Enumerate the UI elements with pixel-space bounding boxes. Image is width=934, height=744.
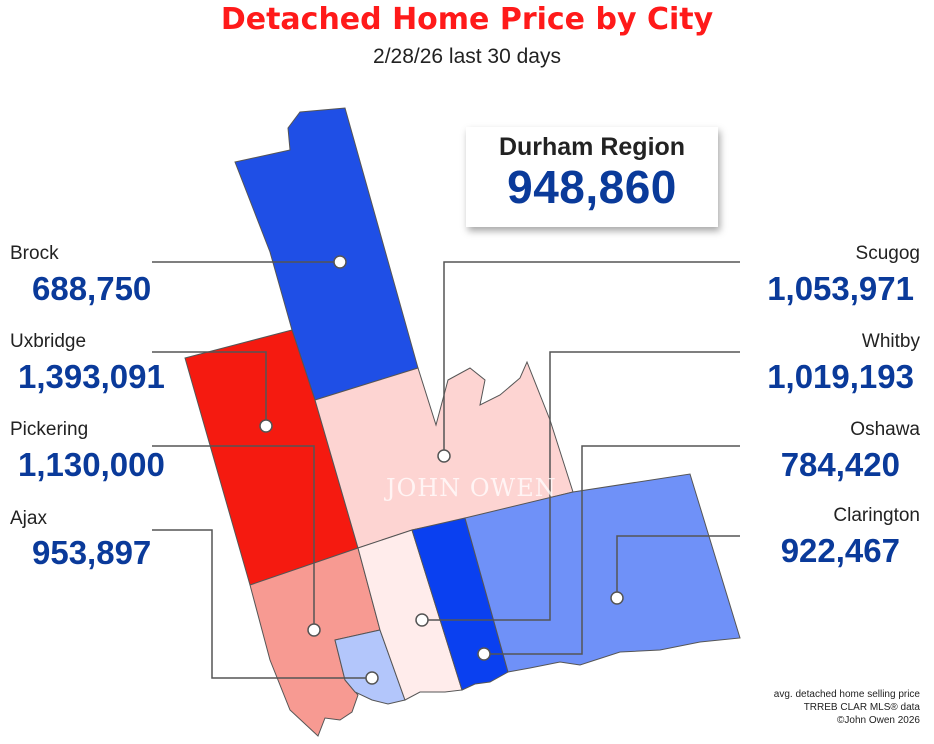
leader-whitby bbox=[422, 351, 740, 621]
marker-ajax[interactable] bbox=[365, 671, 379, 685]
watermark-logo: JOHN OWEN bbox=[386, 474, 557, 502]
city-price-whitby: 1,019,193 bbox=[767, 358, 914, 395]
city-price-scugog: 1,053,971 bbox=[767, 270, 914, 307]
city-price-uxbridge: 1,393,091 bbox=[18, 358, 165, 395]
city-name-oshawa: Oshawa bbox=[850, 419, 920, 440]
region-clarington[interactable] bbox=[464, 473, 741, 673]
region-brock[interactable] bbox=[234, 107, 419, 401]
footnote-line-2: TRREB CLAR MLS® data bbox=[803, 702, 920, 713]
city-price-clarington: 922,467 bbox=[780, 532, 900, 569]
marker-whitby[interactable] bbox=[415, 613, 429, 627]
city-name-ajax: Ajax bbox=[10, 508, 47, 529]
city-price-pickering: 1,130,000 bbox=[18, 446, 165, 483]
city-price-oshawa: 784,420 bbox=[780, 446, 900, 483]
source-footnote: avg. detached home selling price TRREB C… bbox=[774, 688, 920, 727]
leader-pickering bbox=[152, 445, 315, 630]
marker-uxbridge[interactable] bbox=[259, 419, 273, 433]
marker-scugog[interactable] bbox=[437, 449, 451, 463]
city-name-pickering: Pickering bbox=[10, 419, 89, 440]
marker-clarington[interactable] bbox=[610, 591, 624, 605]
city-name-clarington: Clarington bbox=[833, 505, 920, 526]
city-price-ajax: 953,897 bbox=[32, 534, 152, 571]
region-price: 948,860 bbox=[507, 161, 677, 213]
city-name-scugog: Scugog bbox=[855, 243, 920, 264]
marker-brock[interactable] bbox=[333, 255, 347, 269]
leader-scugog bbox=[443, 261, 740, 456]
leader-uxbridge bbox=[152, 351, 267, 426]
city-name-brock: Brock bbox=[10, 243, 59, 264]
page-subtitle: 2/28/26 last 30 days bbox=[373, 45, 561, 68]
region-name: Durham Region bbox=[498, 133, 686, 161]
leader-clarington bbox=[616, 535, 740, 598]
marker-oshawa[interactable] bbox=[477, 647, 491, 661]
marker-pickering[interactable] bbox=[307, 623, 321, 637]
page-title: Detached Home Price by City bbox=[220, 2, 714, 37]
city-name-uxbridge: Uxbridge bbox=[10, 331, 87, 352]
city-name-whitby: Whitby bbox=[861, 331, 920, 352]
leader-oshawa bbox=[484, 445, 740, 655]
leader-ajax bbox=[152, 529, 372, 679]
footnote-line-1: avg. detached home selling price bbox=[773, 689, 920, 700]
footnote-line-3: ©John Owen 2026 bbox=[837, 715, 920, 726]
region-summary-box: Durham Region 948,860 bbox=[466, 127, 718, 227]
city-price-brock: 688,750 bbox=[32, 270, 152, 307]
